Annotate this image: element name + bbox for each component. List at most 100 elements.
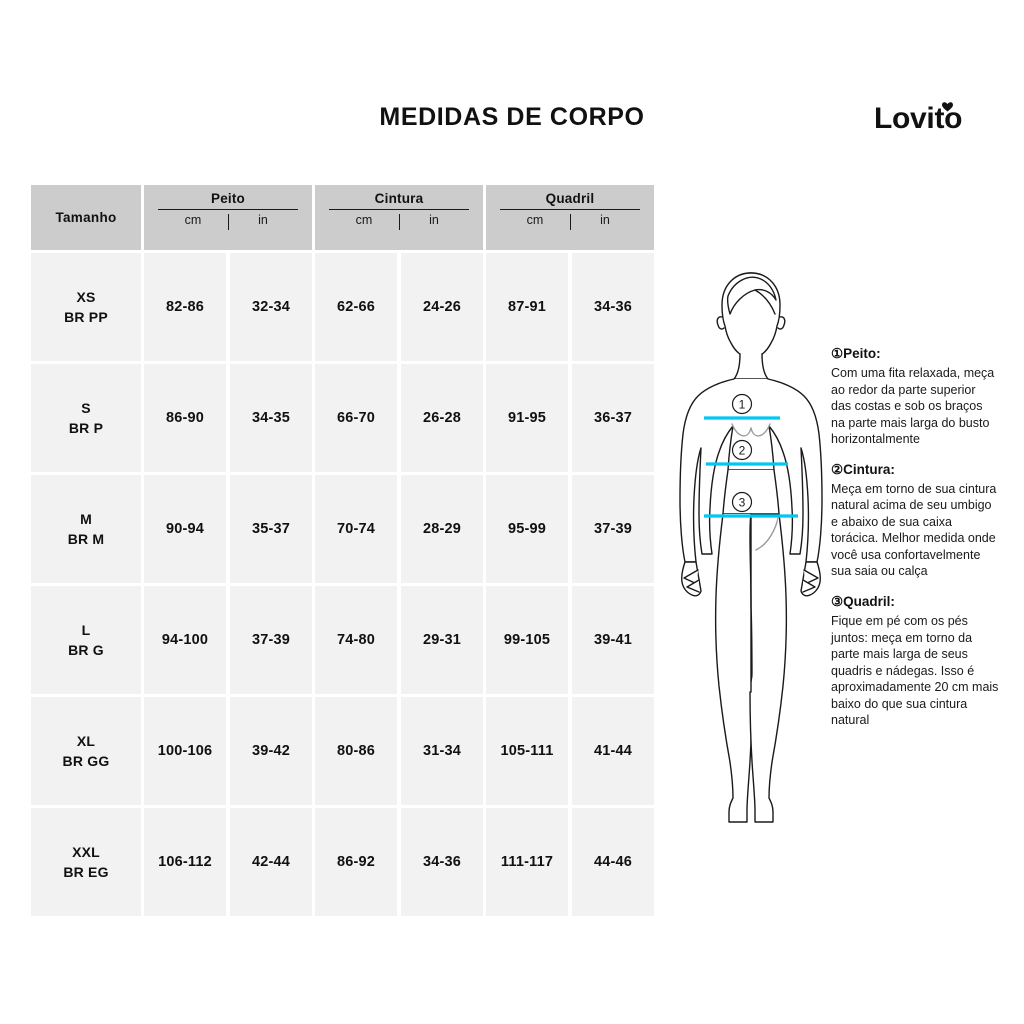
body-measurement-figure: 1 2 3 bbox=[676, 262, 826, 832]
size-br: BR PP bbox=[64, 309, 108, 325]
cell-quadril-in: 41-44 bbox=[572, 697, 654, 805]
page-title: MEDIDAS DE CORPO bbox=[379, 103, 645, 131]
header-rule bbox=[500, 209, 640, 211]
header-unit-in: in bbox=[429, 213, 439, 228]
cell-peito-cm: 100-106 bbox=[144, 697, 226, 805]
cell-quadril-cm: 95-99 bbox=[486, 475, 568, 583]
cell-size-label: XXL BR EG bbox=[31, 808, 141, 916]
cell-cintura-in: 29-31 bbox=[401, 586, 483, 694]
svg-text:3: 3 bbox=[739, 496, 746, 510]
cell-size-label: S BR P bbox=[31, 364, 141, 472]
cell-quadril-in: 37-39 bbox=[572, 475, 654, 583]
size-intl: XL bbox=[76, 732, 96, 749]
cell-group-quadril: 111-117 44-46 bbox=[486, 808, 654, 916]
cell-cintura-cm: 62-66 bbox=[315, 253, 397, 361]
note-quadril: ③Quadril: Fique em pé com os pés juntos:… bbox=[831, 593, 999, 729]
cell-quadril-cm: 87-91 bbox=[486, 253, 568, 361]
size-br: BR M bbox=[67, 531, 105, 547]
svg-text:1: 1 bbox=[739, 398, 746, 412]
note-body: Meça em torno de sua cintura natural aci… bbox=[831, 481, 997, 579]
cell-group-cintura: 62-66 24-26 bbox=[315, 253, 483, 361]
cell-cintura-in: 28-29 bbox=[401, 475, 483, 583]
table-row: S BR P 86-90 34-35 66-70 26-28 91-95 36-… bbox=[31, 364, 654, 472]
cell-group-quadril: 105-111 41-44 bbox=[486, 697, 654, 805]
cell-cintura-in: 24-26 bbox=[401, 253, 483, 361]
cell-cintura-cm: 70-74 bbox=[315, 475, 397, 583]
cell-peito-cm: 86-90 bbox=[144, 364, 226, 472]
svg-text:2: 2 bbox=[739, 444, 746, 458]
table-row: XL BR GG 100-106 39-42 80-86 31-34 105-1… bbox=[31, 697, 654, 805]
header-unit-cm: cm bbox=[184, 213, 202, 228]
header-unit-divider bbox=[228, 214, 229, 231]
note-title: ③Quadril: bbox=[831, 593, 895, 609]
cell-group-peito: 100-106 39-42 bbox=[144, 697, 312, 805]
size-br: BR G bbox=[68, 642, 104, 658]
size-intl: XS bbox=[76, 288, 96, 305]
size-intl: L bbox=[81, 621, 91, 638]
size-chart-table: Tamanho Peito cm in Cintura cm in bbox=[31, 185, 654, 916]
cell-cintura-cm: 74-80 bbox=[315, 586, 397, 694]
cell-peito-in: 32-34 bbox=[230, 253, 312, 361]
cell-group-peito: 90-94 35-37 bbox=[144, 475, 312, 583]
size-br: BR P bbox=[68, 420, 104, 436]
cell-group-peito: 94-100 37-39 bbox=[144, 586, 312, 694]
cell-group-quadril: 99-105 39-41 bbox=[486, 586, 654, 694]
cell-cintura-cm: 86-92 bbox=[315, 808, 397, 916]
cell-group-cintura: 80-86 31-34 bbox=[315, 697, 483, 805]
size-intl: S bbox=[81, 399, 91, 416]
cell-peito-in: 37-39 bbox=[230, 586, 312, 694]
cell-cintura-in: 34-36 bbox=[401, 808, 483, 916]
size-br: BR EG bbox=[63, 864, 109, 880]
measurement-instructions: ①Peito: Com uma fita relaxada, meça ao r… bbox=[831, 345, 999, 729]
note-title: ②Cintura: bbox=[831, 461, 895, 477]
cell-peito-cm: 90-94 bbox=[144, 475, 226, 583]
cell-peito-in: 34-35 bbox=[230, 364, 312, 472]
header-cell-size: Tamanho bbox=[31, 185, 141, 250]
cell-peito-in: 39-42 bbox=[230, 697, 312, 805]
header-rule bbox=[329, 209, 469, 211]
cell-cintura-cm: 80-86 bbox=[315, 697, 397, 805]
size-intl: XXL bbox=[72, 843, 100, 860]
header-unit-divider bbox=[570, 214, 571, 231]
cell-cintura-cm: 66-70 bbox=[315, 364, 397, 472]
cell-group-peito: 86-90 34-35 bbox=[144, 364, 312, 472]
cell-quadril-cm: 99-105 bbox=[486, 586, 568, 694]
chest-marker-1: 1 bbox=[731, 393, 753, 415]
cell-group-peito: 106-112 42-44 bbox=[144, 808, 312, 916]
note-peito: ①Peito: Com uma fita relaxada, meça ao r… bbox=[831, 345, 999, 448]
note-body: Com uma fita relaxada, meça ao redor da … bbox=[831, 366, 995, 447]
header-unit-divider bbox=[399, 214, 400, 231]
cell-peito-in: 35-37 bbox=[230, 475, 312, 583]
header-group-quadril: Quadril cm in bbox=[486, 185, 654, 250]
cell-quadril-in: 34-36 bbox=[572, 253, 654, 361]
cell-quadril-cm: 111-117 bbox=[486, 808, 568, 916]
table-row: XS BR PP 82-86 32-34 62-66 24-26 87-91 3… bbox=[31, 253, 654, 361]
cell-group-cintura: 86-92 34-36 bbox=[315, 808, 483, 916]
header-group-label: Cintura bbox=[374, 191, 424, 206]
cell-peito-in: 42-44 bbox=[230, 808, 312, 916]
cell-quadril-in: 36-37 bbox=[572, 364, 654, 472]
header-group-peito: Peito cm in bbox=[144, 185, 312, 250]
cell-size-label: L BR G bbox=[31, 586, 141, 694]
cell-group-cintura: 66-70 26-28 bbox=[315, 364, 483, 472]
cell-group-cintura: 74-80 29-31 bbox=[315, 586, 483, 694]
cell-peito-cm: 94-100 bbox=[144, 586, 226, 694]
table-row: L BR G 94-100 37-39 74-80 29-31 99-105 3… bbox=[31, 586, 654, 694]
hip-marker-3: 3 bbox=[731, 491, 753, 513]
cell-peito-cm: 82-86 bbox=[144, 253, 226, 361]
cell-quadril-in: 44-46 bbox=[572, 808, 654, 916]
waist-marker-2: 2 bbox=[731, 439, 753, 461]
header-rule bbox=[158, 209, 298, 211]
table-row: XXL BR EG 106-112 42-44 86-92 34-36 111-… bbox=[31, 808, 654, 916]
cell-group-quadril: 87-91 34-36 bbox=[486, 253, 654, 361]
note-cintura: ②Cintura: Meça em torno de sua cintura n… bbox=[831, 461, 999, 580]
cell-group-cintura: 70-74 28-29 bbox=[315, 475, 483, 583]
cell-quadril-cm: 105-111 bbox=[486, 697, 568, 805]
cell-group-quadril: 95-99 37-39 bbox=[486, 475, 654, 583]
size-br: BR GG bbox=[62, 753, 110, 769]
brand-logo: Lovito bbox=[874, 102, 962, 134]
cell-cintura-in: 31-34 bbox=[401, 697, 483, 805]
table-header-row: Tamanho Peito cm in Cintura cm in bbox=[31, 185, 654, 250]
cell-size-label: XS BR PP bbox=[31, 253, 141, 361]
note-body: Fique em pé com os pés juntos: meça em t… bbox=[831, 614, 999, 728]
